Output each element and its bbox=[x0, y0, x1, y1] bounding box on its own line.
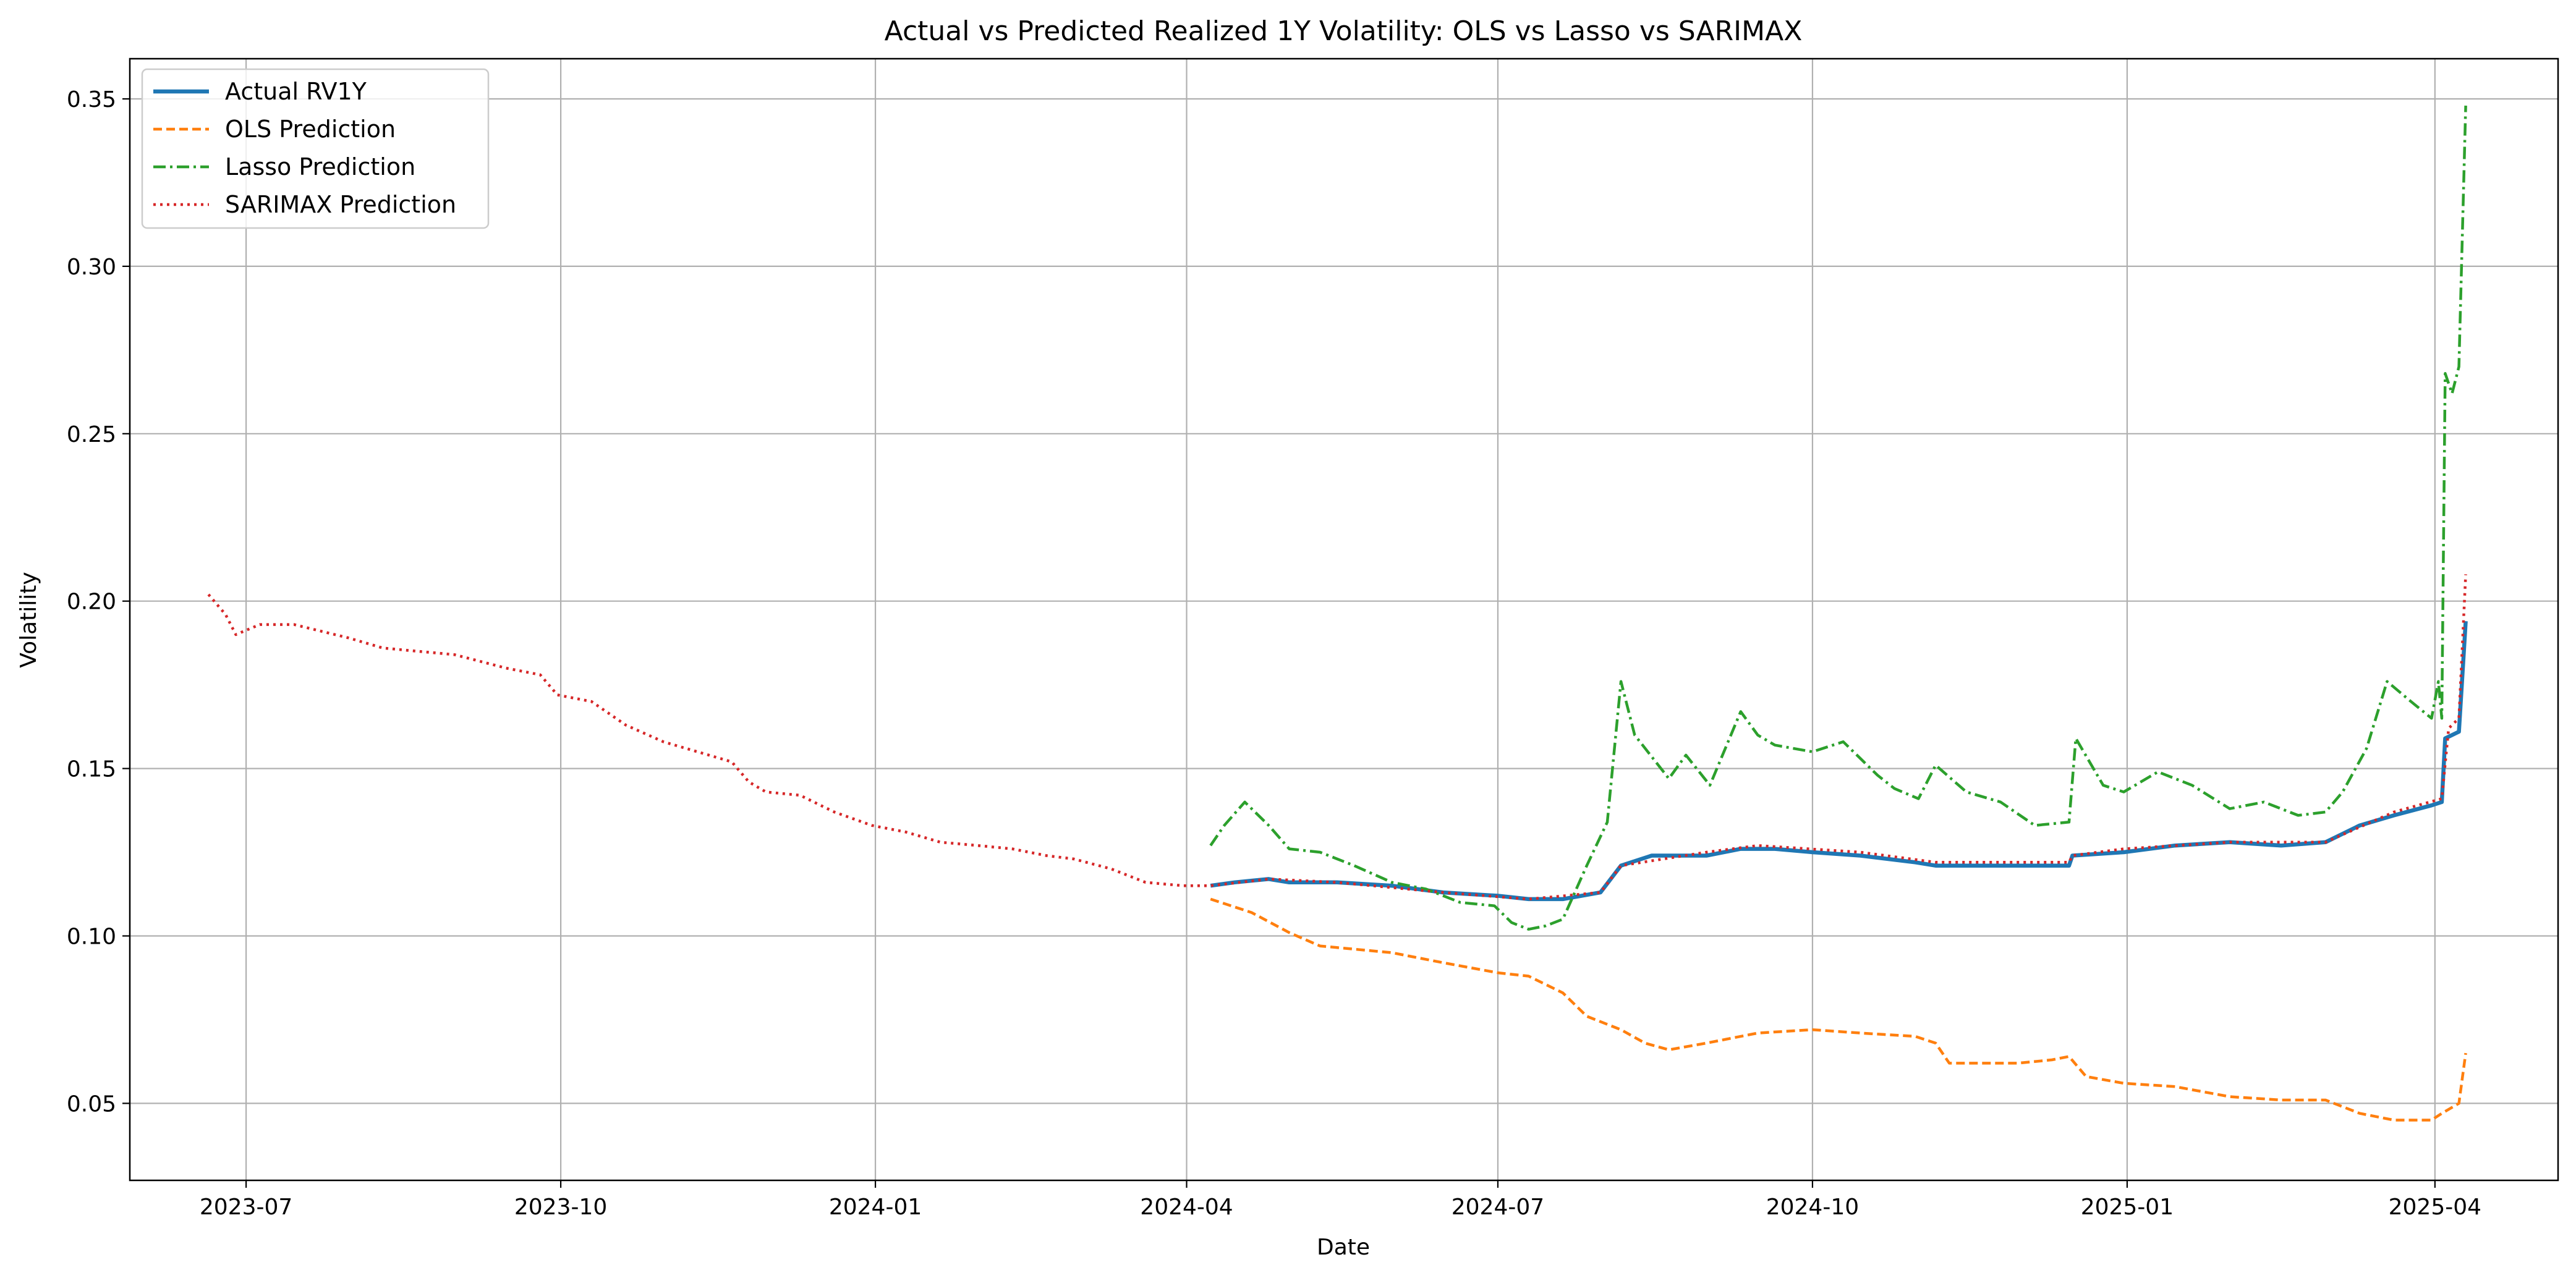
y-tick-label: 0.15 bbox=[67, 757, 116, 782]
y-tick-label: 0.35 bbox=[67, 87, 116, 112]
legend-label-lasso-prediction: Lasso Prediction bbox=[225, 153, 415, 180]
y-tick-label: 0.20 bbox=[67, 590, 116, 615]
y-tick-label: 0.30 bbox=[67, 255, 116, 280]
x-axis-title: Date bbox=[1317, 1235, 1370, 1260]
series-line-ols-prediction bbox=[1210, 897, 2467, 1122]
x-tick-label: 2023-10 bbox=[514, 1195, 607, 1220]
series-line-lasso-prediction bbox=[1209, 105, 2467, 931]
chart-title: Actual vs Predicted Realized 1Y Volatili… bbox=[885, 15, 1803, 47]
y-tick-label: 0.10 bbox=[67, 924, 116, 949]
legend-label-actual-rv1y: Actual RV1Y bbox=[225, 78, 367, 105]
x-tick-label: 2025-01 bbox=[2081, 1195, 2174, 1220]
legend-label-ols-prediction: OLS Prediction bbox=[225, 116, 396, 143]
x-tick-label: 2024-10 bbox=[1766, 1195, 1859, 1220]
grid bbox=[130, 59, 2558, 1180]
y-axis-title: Volatility bbox=[16, 572, 41, 667]
series-lines bbox=[207, 105, 2468, 1122]
legend-box bbox=[141, 68, 490, 229]
series-line-sarimax-prediction bbox=[207, 574, 2467, 901]
x-axis-ticks: 2023-07 2023-10 2024-01 2024-04 2024-07 2024-… bbox=[200, 1180, 2481, 1220]
y-tick-label: 0.05 bbox=[67, 1091, 116, 1117]
x-tick-label: 2023-07 bbox=[200, 1195, 292, 1220]
x-tick-label: 2024-04 bbox=[1140, 1195, 1233, 1220]
y-tick-label: 0.25 bbox=[67, 422, 116, 447]
x-tick-label: 2024-07 bbox=[1452, 1195, 1544, 1220]
legend-label-sarimax-prediction: SARIMAX Prediction bbox=[225, 191, 456, 218]
legend: Actual RV1Y OLS Prediction Lasso Predictio… bbox=[141, 68, 490, 229]
y-axis-ticks: 0.05 0.10 0.15 0.20 0.25 0.30 0.35 bbox=[67, 87, 130, 1117]
x-tick-label: 2024-01 bbox=[829, 1195, 922, 1220]
plot-area-frame bbox=[129, 57, 2559, 1182]
x-tick-label: 2025-04 bbox=[2389, 1195, 2481, 1220]
